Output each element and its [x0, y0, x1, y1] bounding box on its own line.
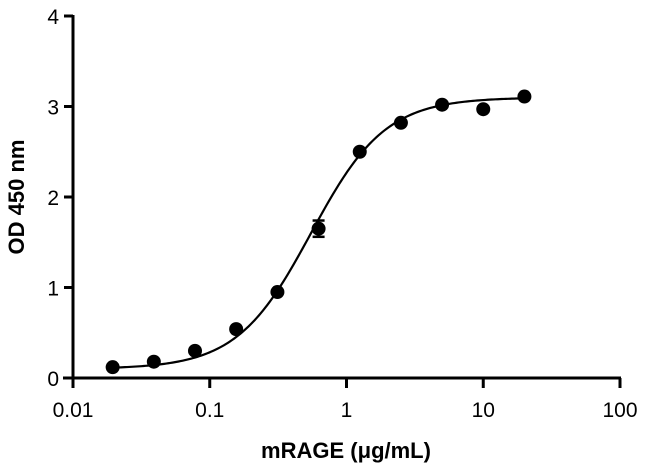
data-points — [105, 89, 532, 375]
data-point — [229, 322, 244, 337]
data-point — [146, 354, 161, 369]
data-point — [517, 89, 532, 104]
x-tick-label: 100 — [602, 399, 637, 422]
data-point — [435, 97, 450, 112]
data-point — [187, 343, 202, 358]
axes: 0 1 2 3 4 0.01 0.1 1 10 100 — [47, 6, 637, 422]
data-point — [105, 360, 120, 375]
y-tick-label: 3 — [47, 97, 59, 120]
x-tick-label: 0.1 — [195, 399, 224, 422]
data-point — [476, 102, 491, 117]
y-tick-label: 2 — [47, 187, 59, 210]
x-tick-label: 0.01 — [53, 399, 94, 422]
data-point — [393, 115, 408, 130]
data-point — [270, 285, 285, 300]
x-tick-label: 10 — [472, 399, 495, 422]
y-axis-title: OD 450 nm — [4, 140, 29, 255]
x-tick-label: 1 — [341, 399, 353, 422]
y-tick-label: 1 — [47, 278, 59, 301]
data-point — [311, 221, 326, 236]
x-axis-title: mRAGE (μg/mL) — [261, 438, 431, 463]
y-tick-label: 0 — [47, 368, 59, 391]
axis-labels: mRAGE (μg/mL) OD 450 nm — [4, 140, 431, 463]
data-point — [352, 144, 367, 159]
y-tick-label: 4 — [47, 6, 59, 29]
